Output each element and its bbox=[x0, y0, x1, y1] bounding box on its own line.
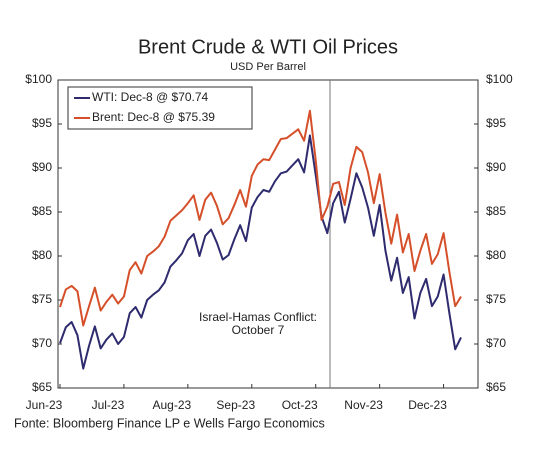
legend-label: Brent: Dec-8 @ $75.39 bbox=[92, 110, 215, 124]
chart-title: Brent Crude & WTI Oil Prices bbox=[138, 36, 398, 58]
y-tick-label: $80 bbox=[32, 248, 52, 262]
series-line bbox=[59, 134, 462, 370]
y-tick-label: $85 bbox=[32, 204, 52, 218]
x-tick-label: Sep-23 bbox=[216, 398, 255, 412]
y2-tick-label: $95 bbox=[486, 116, 506, 130]
y2-tick-label: $80 bbox=[486, 248, 506, 262]
y2-tick-label: $75 bbox=[486, 292, 506, 306]
y-tick-label: $65 bbox=[32, 380, 52, 394]
annotation: October 7 bbox=[232, 323, 285, 337]
y2-tick-label: $65 bbox=[486, 380, 506, 394]
y2-tick-label: $70 bbox=[486, 336, 506, 350]
chart-subtitle: USD Per Barrel bbox=[230, 61, 306, 73]
x-tick-label: Jun-23 bbox=[26, 398, 63, 412]
series-line bbox=[59, 109, 462, 327]
y-tick-label: $95 bbox=[32, 116, 52, 130]
y2-tick-label: $85 bbox=[486, 204, 506, 218]
y-tick-label: $75 bbox=[32, 292, 52, 306]
x-tick-label: Jul-23 bbox=[92, 398, 125, 412]
y-tick-label: $70 bbox=[32, 336, 52, 350]
legend-box bbox=[67, 86, 253, 130]
legend-label: WTI: Dec-8 @ $70.74 bbox=[92, 90, 209, 104]
y2-tick-label: $90 bbox=[486, 160, 506, 174]
annotation: Israel-Hamas Conflict: bbox=[199, 310, 317, 324]
source-note: Fonte: Bloomberg Finance LP e Wells Farg… bbox=[14, 416, 325, 430]
y-tick-label: $100 bbox=[25, 72, 52, 86]
x-tick-label: Nov-23 bbox=[344, 398, 383, 412]
x-tick-label: Aug-23 bbox=[153, 398, 192, 412]
x-tick-label: Dec-23 bbox=[408, 398, 447, 412]
y-tick-label: $90 bbox=[32, 160, 52, 174]
x-tick-label: Oct-23 bbox=[282, 398, 318, 412]
y2-tick-label: $100 bbox=[486, 72, 513, 86]
plot-frame bbox=[57, 79, 479, 389]
